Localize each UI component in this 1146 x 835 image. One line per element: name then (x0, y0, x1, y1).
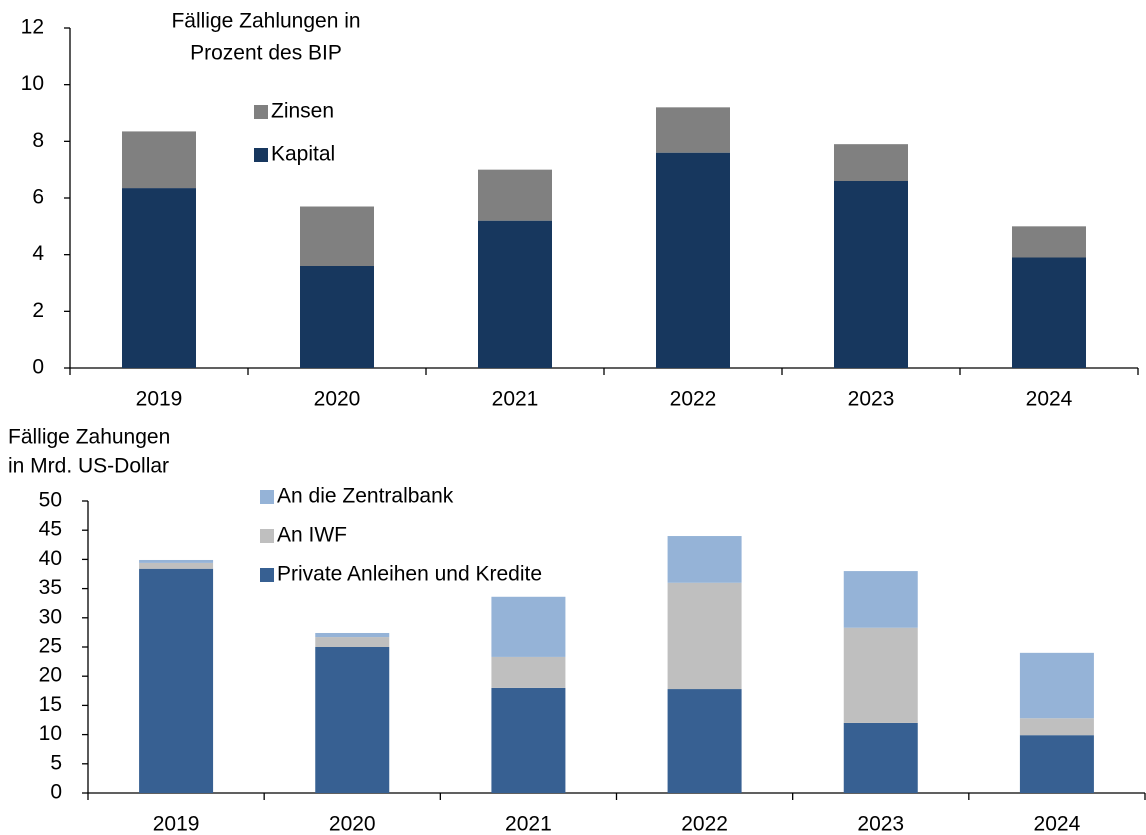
chart-title: Fällige Zahungen (8, 426, 170, 449)
y-tick-label: 0 (50, 781, 62, 804)
bar-segment (1012, 226, 1086, 258)
x-tick-label: 2022 (681, 813, 728, 835)
bar-segment (139, 568, 214, 793)
bar-segment (315, 647, 390, 793)
bar-segment (843, 627, 918, 723)
y-tick-label: 0 (32, 356, 44, 379)
bar-segment (667, 689, 742, 793)
bar-segment (834, 181, 908, 368)
bar-segment (843, 571, 918, 628)
y-tick-label: 2 (32, 299, 44, 322)
x-tick-label: 2020 (314, 388, 361, 411)
x-tick-label: 2021 (505, 813, 552, 835)
chart-title: Prozent des BIP (190, 42, 342, 65)
bar-segment (478, 169, 552, 221)
x-tick-label: 2024 (1026, 388, 1073, 411)
y-tick-label: 25 (39, 635, 62, 658)
bar-segment (300, 266, 374, 368)
y-tick-label: 45 (39, 518, 62, 541)
bar-segment (315, 637, 390, 647)
y-tick-label: 4 (32, 242, 44, 265)
legend-label: An IWF (277, 524, 347, 547)
x-tick-label: 2021 (492, 388, 539, 411)
y-tick-label: 10 (21, 72, 44, 95)
bar-segment (656, 152, 730, 368)
chart-title: in Mrd. US-Dollar (8, 455, 169, 478)
bar-segment (491, 596, 566, 657)
bar-segment (834, 144, 908, 181)
bar-segment (478, 220, 552, 368)
legend-label: Private Anleihen und Kredite (277, 563, 542, 586)
y-tick-label: 15 (39, 693, 62, 716)
bar-segment (656, 107, 730, 153)
bar-segment (122, 188, 196, 368)
y-tick-label: 6 (32, 186, 44, 209)
legend-swatch (260, 529, 274, 543)
legend-swatch (260, 568, 274, 582)
bar-segment (1019, 652, 1094, 719)
y-tick-label: 20 (39, 664, 62, 687)
x-tick-label: 2022 (670, 388, 717, 411)
bar-segment (491, 656, 566, 688)
bar-segment (1012, 257, 1086, 368)
y-tick-label: 5 (50, 751, 62, 774)
x-tick-label: 2020 (329, 813, 376, 835)
y-tick-label: 8 (32, 129, 44, 152)
legend-swatch (254, 105, 268, 119)
legend-swatch (260, 490, 274, 504)
x-tick-label: 2019 (136, 388, 183, 411)
legend-label: Zinsen (271, 100, 334, 123)
bar-segment (122, 131, 196, 189)
y-tick-label: 30 (39, 605, 62, 628)
x-tick-label: 2024 (1034, 813, 1081, 835)
bar-segment (667, 536, 742, 583)
bar-segment (1019, 718, 1094, 736)
bar-segment (843, 722, 918, 793)
y-tick-label: 40 (39, 547, 62, 570)
legend-swatch (254, 148, 268, 162)
bar-segment (1019, 735, 1094, 793)
bar-segment (139, 559, 214, 563)
legend-label: An die Zentralbank (277, 485, 454, 508)
bar-segment (315, 632, 390, 638)
bar-segment (139, 562, 214, 569)
bar-segment (491, 687, 566, 793)
legend-label: Kapital (271, 143, 335, 166)
chart-title: Fällige Zahlungen in (171, 10, 360, 33)
x-tick-label: 2023 (857, 813, 904, 835)
bar-segment (300, 206, 374, 266)
x-tick-label: 2023 (848, 388, 895, 411)
y-tick-label: 12 (21, 16, 44, 39)
y-tick-label: 10 (39, 722, 62, 745)
x-tick-label: 2019 (153, 813, 200, 835)
bar-segment (667, 582, 742, 690)
y-tick-label: 35 (39, 576, 62, 599)
y-tick-label: 50 (39, 489, 62, 512)
